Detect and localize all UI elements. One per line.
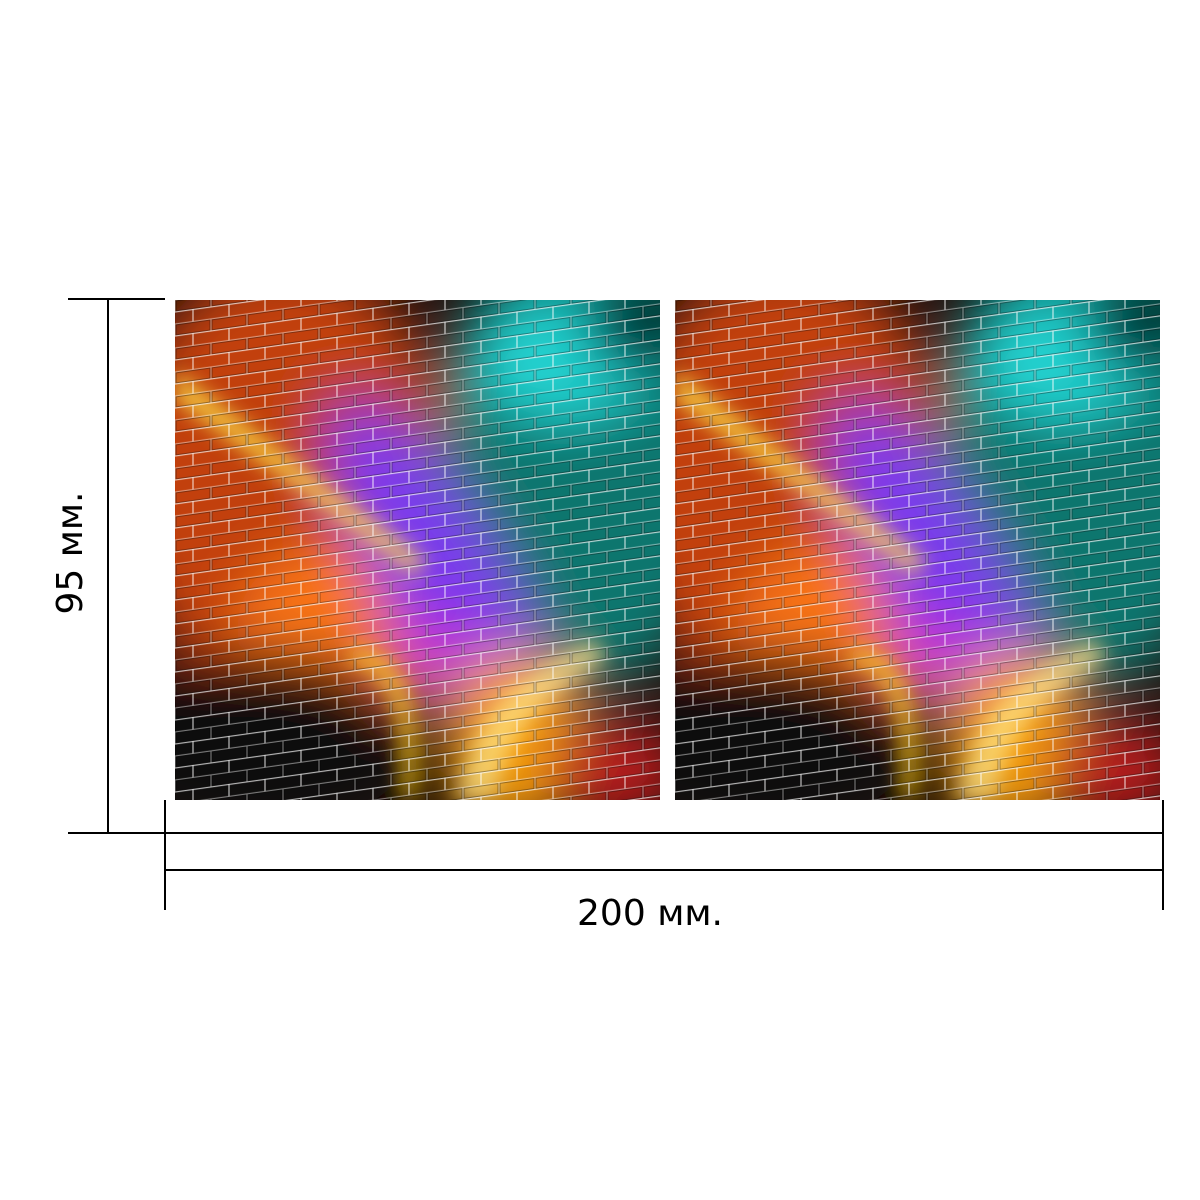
height-dimension: 95 мм. — [50, 298, 165, 834]
tile-right — [595, 230, 1200, 830]
width-dimension: 200 мм. — [164, 800, 1164, 934]
tile-left — [95, 230, 735, 830]
height-label: 95 мм. — [50, 491, 91, 614]
width-label: 200 мм. — [577, 893, 723, 934]
